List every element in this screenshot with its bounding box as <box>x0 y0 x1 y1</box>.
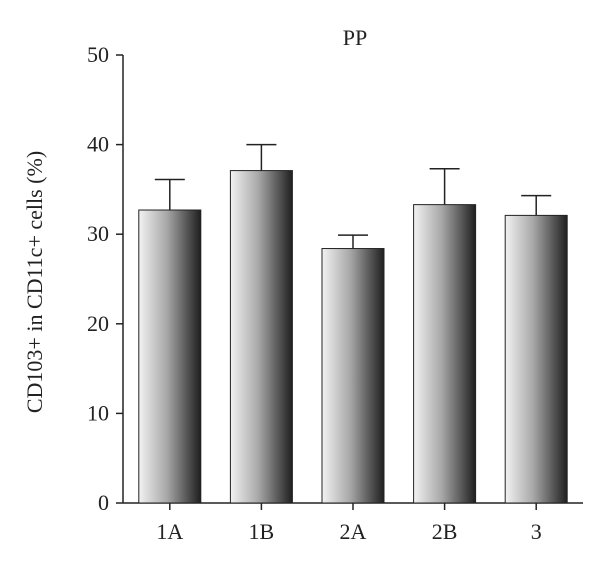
bar-3 <box>504 214 568 504</box>
y-axis-label: CD103+ in CD11c+ cells (%) <box>22 151 47 413</box>
y-tick-label: 20 <box>87 311 109 336</box>
x-tick-label: 2A <box>340 519 367 544</box>
bar-1a <box>138 209 202 504</box>
x-tick-label: 3 <box>531 519 542 544</box>
y-tick-label: 0 <box>98 490 109 515</box>
bar-2a <box>321 248 385 504</box>
x-tick-label: 1A <box>156 519 183 544</box>
bar-1b <box>229 170 293 504</box>
y-tick-label: 50 <box>87 42 109 67</box>
bars <box>138 143 568 504</box>
y-tick-label: 40 <box>87 132 109 157</box>
bar-2b <box>413 204 477 504</box>
x-tick-label: 1B <box>249 519 275 544</box>
x-tick-label: 2B <box>432 519 458 544</box>
y-tick-label: 10 <box>87 400 109 425</box>
chart-title: PP <box>343 25 367 50</box>
y-tick-label: 30 <box>87 221 109 246</box>
axes: 0 10 20 30 40 50 1A 1B 2A 2B 3 <box>87 42 583 544</box>
